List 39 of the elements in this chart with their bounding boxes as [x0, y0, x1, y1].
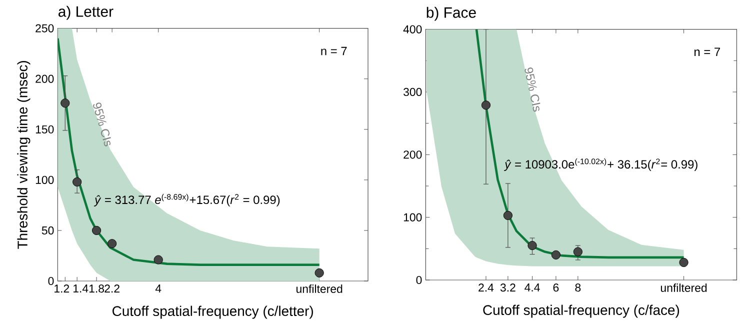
chart-title: a) Letter [58, 6, 114, 20]
x-axis-title: Cutoff spatial-frequency (c/letter) [112, 306, 313, 319]
y-tick-label: 100 [404, 213, 422, 222]
x-tick-label: 4 [155, 284, 162, 292]
annotation: ŷ = 10903.0e$^{(-10.02x)}$+ 36.15(r$^{2}$= 0.99) [504, 158, 698, 171]
y-axis-title: Threshold viewing time (msec) [17, 60, 30, 249]
x-tick-label: 4.4 [524, 284, 540, 292]
y-tick-label: 50 [42, 226, 54, 235]
y-tick-label: 200 [404, 150, 422, 159]
x-tick-label: 3.2 [500, 284, 516, 292]
x-tick-label: 6 [553, 284, 559, 292]
point [573, 247, 582, 256]
y-tick-label: 0 [416, 276, 422, 284]
chart-title: b) Face [426, 6, 476, 21]
y-tick-label: 400 [403, 25, 422, 34]
x-tick-label: 1.8 [89, 284, 104, 293]
annotation: n = 7 [694, 48, 720, 56]
x-tick-label: 1.2 [54, 284, 70, 293]
point [481, 100, 491, 110]
annotation: ŷ = 313.77 e$^{(-8.69x)}$+15.67(r$^{2}$ = 0.99) [94, 194, 280, 206]
y-tick-label: 300 [404, 88, 422, 96]
point [503, 210, 512, 220]
x-tick-label: 2.2 [104, 284, 120, 293]
annotation: n = 7 [321, 46, 347, 56]
y-tick-label: 250 [36, 24, 54, 32]
y-tick-label: 200 [36, 74, 54, 83]
point [551, 250, 560, 260]
y-tick-label: 0 [48, 276, 54, 286]
x-axis-title: Cutoff spatial-frequency (c/face) [483, 304, 680, 318]
y-tick-label: 100 [36, 176, 54, 184]
x-tick-label: 2.4 [478, 284, 494, 292]
annotation: 95% CIs [524, 68, 540, 112]
x-tick-label: unfiltered [296, 284, 342, 293]
point [528, 240, 537, 250]
x-tick-label: 8 [575, 284, 581, 292]
x-tick-label: 1.4 [73, 284, 88, 292]
y-tick-label: 150 [36, 125, 54, 134]
x-tick-label: unfiltered [660, 284, 707, 292]
annotation: 95% CIs [93, 102, 111, 146]
